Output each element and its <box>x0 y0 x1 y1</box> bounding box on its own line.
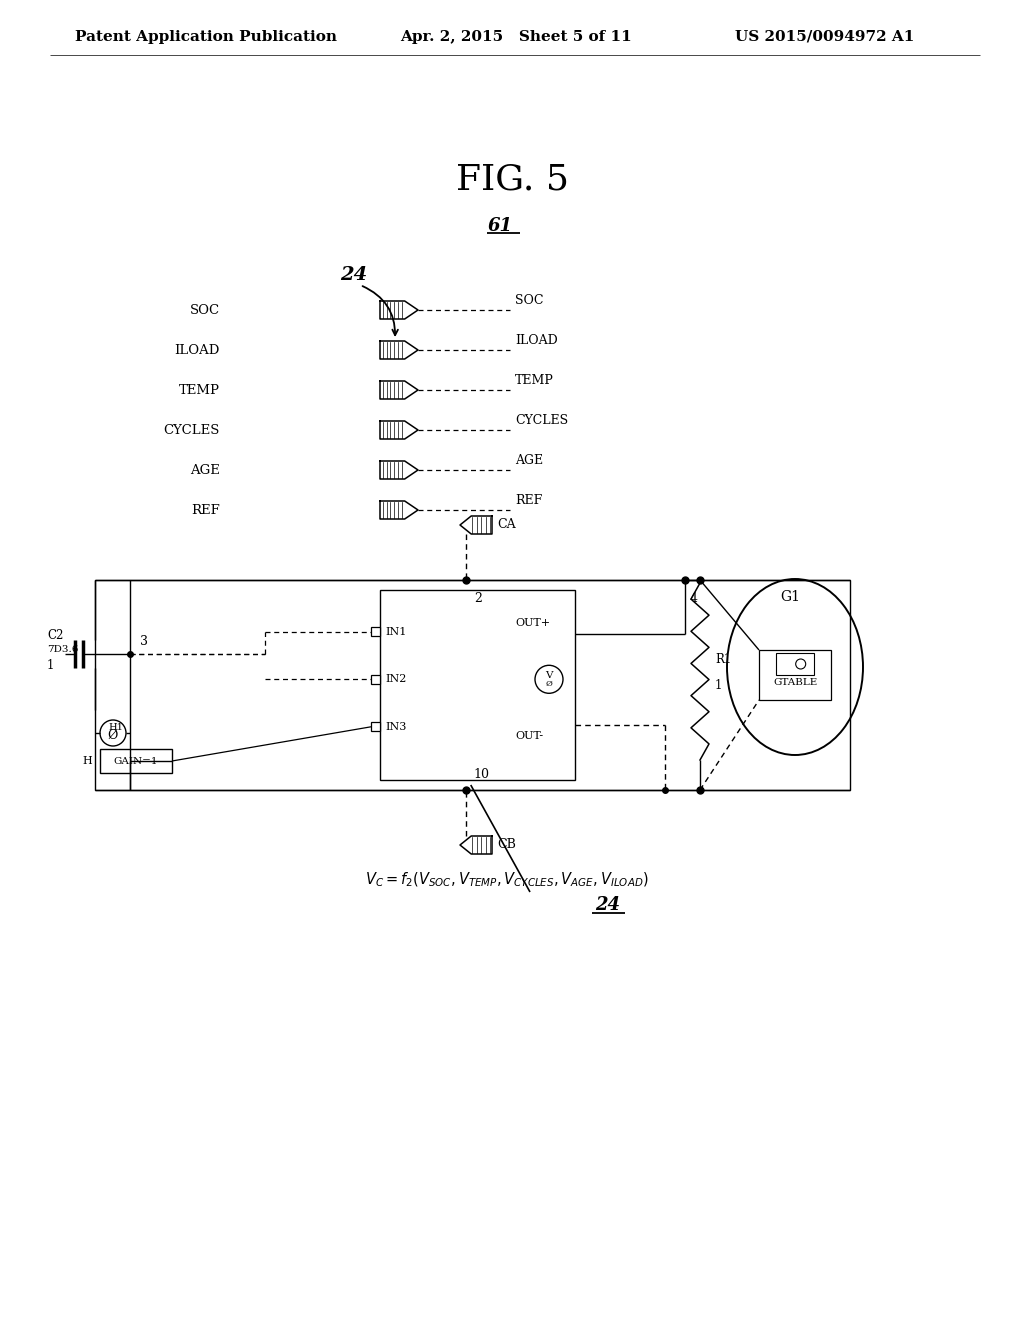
Bar <box>380 590 575 780</box>
Text: Ø: Ø <box>546 680 552 688</box>
Text: 4: 4 <box>690 591 698 605</box>
Text: TEMP: TEMP <box>179 384 220 396</box>
Text: OUT-: OUT- <box>515 731 543 741</box>
Bar <box>371 675 380 684</box>
Text: REF: REF <box>515 494 543 507</box>
Bar <box>759 649 831 700</box>
Text: H1: H1 <box>108 723 123 733</box>
Text: V: V <box>545 671 553 680</box>
Text: R1: R1 <box>715 653 731 667</box>
Text: AGE: AGE <box>190 463 220 477</box>
Text: 2: 2 <box>474 591 481 605</box>
Text: GAIN=1: GAIN=1 <box>114 756 159 766</box>
Text: C2: C2 <box>47 630 63 642</box>
Text: CYCLES: CYCLES <box>164 424 220 437</box>
Text: GTABLE: GTABLE <box>773 678 817 686</box>
Text: IN1: IN1 <box>385 627 407 636</box>
Text: 24: 24 <box>340 267 368 284</box>
Text: CB: CB <box>497 838 516 851</box>
Text: SOC: SOC <box>189 304 220 317</box>
Text: TEMP: TEMP <box>515 374 554 387</box>
Text: IN3: IN3 <box>385 722 407 731</box>
Text: 10: 10 <box>474 768 489 781</box>
Text: G1: G1 <box>780 590 800 605</box>
Text: $V_C = f_2(V_{SOC}, V_{TEMP}, V_{CYCLES}, V_{AGE}, V_{ILOAD})$: $V_C = f_2(V_{SOC}, V_{TEMP}, V_{CYCLES}… <box>365 871 649 890</box>
Bar <box>100 748 172 774</box>
Text: 1: 1 <box>47 659 54 672</box>
Text: Apr. 2, 2015   Sheet 5 of 11: Apr. 2, 2015 Sheet 5 of 11 <box>400 30 632 44</box>
Text: 24: 24 <box>595 896 620 913</box>
Text: CA: CA <box>497 519 516 532</box>
Text: US 2015/0094972 A1: US 2015/0094972 A1 <box>735 30 914 44</box>
Text: ILOAD: ILOAD <box>175 343 220 356</box>
Text: 1: 1 <box>715 678 722 692</box>
Text: ILOAD: ILOAD <box>515 334 558 346</box>
Bar <box>776 653 814 675</box>
Text: 3: 3 <box>140 635 148 648</box>
Bar <box>371 722 380 731</box>
FancyArrowPatch shape <box>362 286 398 335</box>
Text: Ø: Ø <box>108 729 118 742</box>
Text: IN2: IN2 <box>385 675 407 684</box>
Text: REF: REF <box>191 503 220 516</box>
Text: H: H <box>82 756 92 766</box>
Text: Patent Application Publication: Patent Application Publication <box>75 30 337 44</box>
Bar <box>95 579 850 789</box>
Text: AGE: AGE <box>515 454 543 466</box>
Text: SOC: SOC <box>515 293 544 306</box>
Text: FIG. 5: FIG. 5 <box>456 162 568 197</box>
Text: 7D3.6: 7D3.6 <box>47 645 79 653</box>
Text: OUT+: OUT+ <box>515 618 550 628</box>
Bar <box>371 627 380 636</box>
Text: CYCLES: CYCLES <box>515 413 568 426</box>
Text: 61: 61 <box>487 216 512 235</box>
